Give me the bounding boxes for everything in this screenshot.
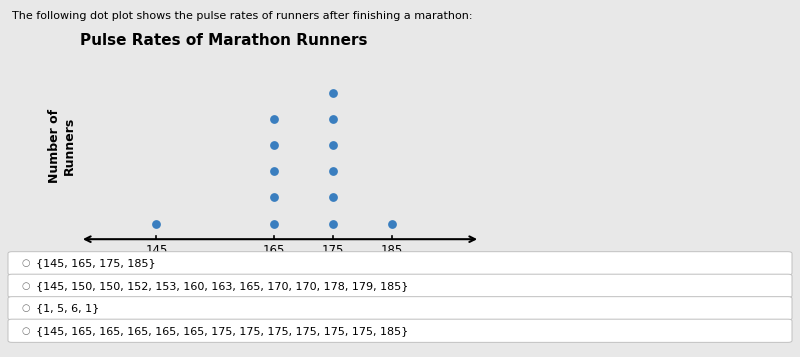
- Text: {1, 5, 6, 1}: {1, 5, 6, 1}: [36, 303, 99, 313]
- Y-axis label: Number of
Runners: Number of Runners: [48, 109, 76, 183]
- Text: ○: ○: [22, 326, 30, 336]
- Point: [268, 169, 281, 174]
- Point: [386, 221, 398, 226]
- Text: The following dot plot shows the pulse rates of runners after finishing a marath: The following dot plot shows the pulse r…: [12, 11, 473, 21]
- Point: [268, 221, 281, 226]
- Point: [268, 116, 281, 122]
- Point: [326, 116, 339, 122]
- Point: [326, 195, 339, 200]
- Point: [326, 221, 339, 226]
- Text: Which of the following data sets is represented in the dot plot?: Which of the following data sets is repr…: [12, 255, 363, 265]
- Point: [326, 169, 339, 174]
- Text: ○: ○: [22, 258, 30, 268]
- Text: {145, 165, 165, 165, 165, 165, 175, 175, 175, 175, 175, 175, 185}: {145, 165, 165, 165, 165, 165, 175, 175,…: [36, 326, 408, 336]
- Point: [150, 221, 163, 226]
- Text: {145, 150, 150, 152, 153, 160, 163, 165, 170, 170, 178, 179, 185}: {145, 150, 150, 152, 153, 160, 163, 165,…: [36, 281, 408, 291]
- Text: ○: ○: [22, 281, 30, 291]
- Text: {145, 165, 175, 185}: {145, 165, 175, 185}: [36, 258, 156, 268]
- Point: [326, 90, 339, 96]
- Text: Pulse Rates of Marathon Runners: Pulse Rates of Marathon Runners: [80, 33, 367, 48]
- Point: [268, 142, 281, 148]
- Point: [268, 195, 281, 200]
- X-axis label: Pulse Rate: Pulse Rate: [242, 261, 318, 274]
- Point: [326, 142, 339, 148]
- Text: ○: ○: [22, 303, 30, 313]
